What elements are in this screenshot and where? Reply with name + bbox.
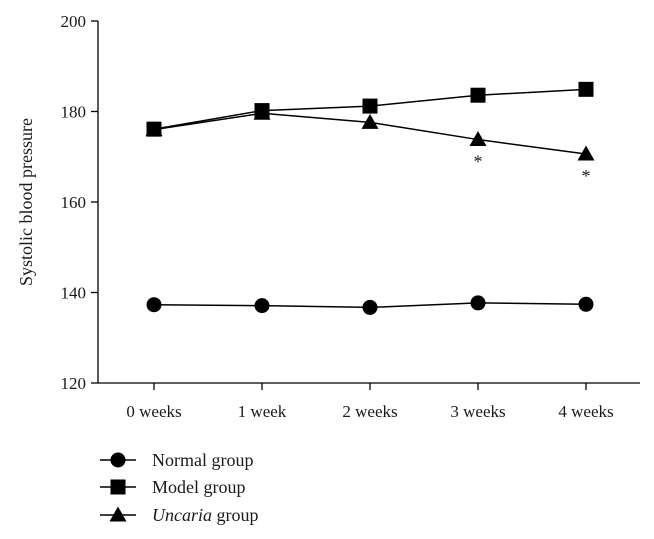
series-circle	[146, 295, 594, 315]
data-point	[470, 295, 486, 311]
x-tick-label: 2 weeks	[342, 402, 397, 421]
legend: Normal group Model group Uncaria group	[100, 450, 259, 525]
y-axis-label: Systolic blood pressure	[16, 118, 36, 286]
data-point	[362, 98, 378, 114]
x-tick-label: 4 weeks	[558, 402, 613, 421]
annotations: **	[474, 152, 591, 186]
data-point	[469, 131, 487, 147]
legend-label: Normal group	[152, 450, 253, 470]
y-tick-label: 160	[61, 193, 87, 212]
series-lines	[145, 81, 595, 315]
data-point	[470, 87, 486, 103]
tick-labels: 120 140 160 180 200 0 weeks 1 week 2 weeks 3 wee…	[61, 12, 614, 421]
x-tick-label: 0 weeks	[126, 402, 181, 421]
legend-marker	[109, 506, 127, 522]
y-tick-label: 140	[61, 284, 87, 303]
legend-label: Model group	[152, 477, 246, 497]
legend-marker	[110, 452, 126, 468]
y-tick-label: 120	[61, 374, 87, 393]
legend-item: Normal group	[100, 450, 253, 470]
data-point	[146, 297, 162, 313]
x-tick-label: 1 week	[238, 402, 287, 421]
data-point	[254, 298, 270, 314]
legend-item: Uncaria group	[100, 505, 259, 525]
data-point	[361, 113, 379, 129]
data-point	[145, 121, 163, 137]
series-square	[146, 81, 594, 137]
y-tick-label: 200	[61, 12, 87, 31]
significance-marker: *	[474, 152, 483, 172]
series-triangle	[145, 104, 595, 161]
x-tick-label: 3 weeks	[450, 402, 505, 421]
data-point	[578, 296, 594, 312]
y-tick-label: 180	[61, 103, 87, 122]
data-point	[578, 81, 594, 97]
significance-marker: *	[582, 166, 591, 186]
legend-marker	[110, 479, 126, 495]
data-point	[362, 299, 378, 315]
legend-label: Uncaria group	[152, 505, 259, 525]
data-point	[253, 104, 271, 120]
axes	[91, 20, 640, 390]
legend-item: Model group	[100, 477, 246, 497]
data-point	[577, 145, 595, 161]
